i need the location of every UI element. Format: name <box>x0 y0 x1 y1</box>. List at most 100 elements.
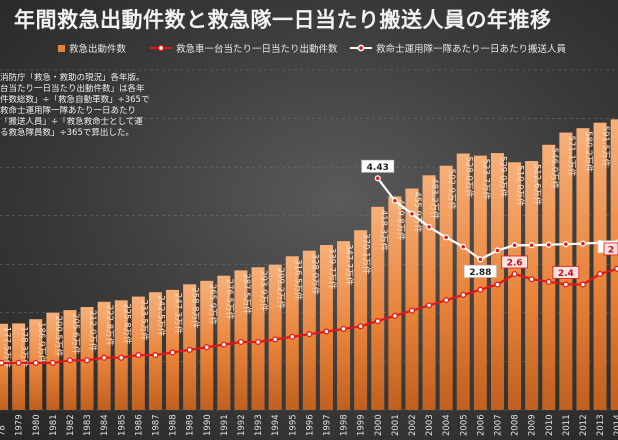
bar-value-label: 455.9万件 <box>412 192 423 234</box>
x-tick-label: 1987 <box>151 414 161 436</box>
annotation-box <box>361 159 395 173</box>
bar-value-label: 439.8万件 <box>395 199 406 241</box>
x-tick-label: 1990 <box>203 414 213 436</box>
red-line-point <box>357 323 364 330</box>
bar-value-label: 580.2万件 <box>583 131 594 173</box>
white-line-point <box>494 247 501 254</box>
red-line-point <box>579 281 586 288</box>
red-line-point <box>152 352 159 359</box>
white-line-series <box>374 175 618 263</box>
source-note: 消防庁「救急・救助の現況」各年版。 台当たり一日当たり出動件数」は各年 件数総数… <box>0 73 160 139</box>
red-line-point <box>391 312 398 319</box>
x-tick-label: 78 <box>0 425 8 436</box>
legend-item-red: 救急車一台当たり一日当たり出動件数 <box>150 41 338 55</box>
bar-value-label: 293.9万件 <box>258 270 269 312</box>
x-tick-label: 2006 <box>476 414 486 436</box>
bar <box>422 175 436 410</box>
bar-value-label: 186.9万件 <box>36 322 47 364</box>
bar-value-label: 370.1万件 <box>361 233 372 275</box>
x-tick-label: 2004 <box>442 414 452 436</box>
white-line-point <box>425 223 433 230</box>
white-line-point <box>511 242 518 249</box>
bar-value-label: 523.7万件 <box>480 159 491 201</box>
bar <box>542 144 556 411</box>
x-tick-label: 1998 <box>340 414 350 436</box>
bar <box>439 165 453 410</box>
note-line: 「搬送人員」÷「救急救命士として運 <box>0 117 143 127</box>
x-tick-label: 1985 <box>117 414 127 436</box>
white-line-point <box>477 256 484 263</box>
red-line-point <box>460 291 467 298</box>
x-tick-label: 1991 <box>220 414 230 436</box>
bar <box>525 161 539 410</box>
x-tick-label: 2001 <box>391 414 401 436</box>
bar <box>576 128 590 410</box>
bar-value-label: 418.3万件 <box>378 210 389 252</box>
red-line-point <box>443 297 450 304</box>
red-line-point <box>49 359 56 366</box>
x-tick-label: 2008 <box>511 414 521 436</box>
bar-value-label: 502.9万件 <box>446 169 457 211</box>
bar-value-label: 178.3万件 <box>19 326 30 368</box>
red-line-point <box>186 346 193 353</box>
x-tick-label: 2003 <box>425 414 435 436</box>
annotation-label: 2 <box>608 245 614 255</box>
white-line-point <box>408 210 416 217</box>
bar-value-label: 222.8万件 <box>104 305 115 347</box>
x-tick-label: 2009 <box>528 414 538 436</box>
x-tick-label: 2010 <box>545 414 555 436</box>
note-line: 台当たり一日当たり出動件数」は各年 <box>0 84 145 94</box>
white-line-point <box>391 197 398 204</box>
bar-value-label: 591.5万件 <box>600 126 611 168</box>
annotation-box <box>463 264 497 278</box>
red-line-point <box>169 349 176 356</box>
annotation-label: 2.4 <box>558 269 574 279</box>
white-line-point <box>443 234 450 241</box>
bar-value-label: 546.0万件 <box>549 148 560 190</box>
legend-item-bars: 救急出動件数 <box>58 41 126 55</box>
x-tick-label: 1997 <box>322 414 332 436</box>
x-tick-label: 1995 <box>288 414 298 436</box>
bar-value-label: 328.0万件 <box>309 254 320 296</box>
x-tick-label: 2000 <box>374 414 384 436</box>
note-line: る救急隊員数」÷365で算出した。 <box>0 128 134 138</box>
bar <box>0 323 9 410</box>
red-line-point <box>118 354 125 361</box>
red-line-point <box>614 265 618 272</box>
bar <box>371 206 385 410</box>
bar-value-label: 233.5万件 <box>138 300 149 342</box>
x-tick-label: 2014 <box>613 414 618 436</box>
red-line-point <box>15 359 22 366</box>
bar <box>12 323 26 410</box>
red-line-point <box>0 359 5 366</box>
point-annotations: 4.432.883.2.62.42 <box>361 159 618 279</box>
red-line-point <box>477 286 484 293</box>
chart-title: 年間救急出動件数と救急隊一日当たり搬送人員の年推移 <box>14 8 552 32</box>
bar-value-label: 205.6万件 <box>70 313 81 355</box>
annotation-box <box>552 266 580 279</box>
note-line: 件数総数」÷「救急自動車数」÷365で <box>0 95 150 105</box>
bar <box>405 188 419 410</box>
bar-value-label: 212.0万件 <box>87 310 98 352</box>
x-tick-label: 1981 <box>49 414 59 436</box>
x-tick-label: 1989 <box>186 414 196 436</box>
bar-value-label: 339.7万件 <box>326 248 337 290</box>
x-tick-label: 1988 <box>169 414 179 436</box>
bar-value-label: 247.3万件 <box>173 293 184 335</box>
note-line: 救命士運用隊一隊あたり一日あたり <box>0 106 137 116</box>
red-line-point <box>220 341 227 348</box>
bar-value-label: 177.5万件 <box>2 327 13 369</box>
white-line-point <box>460 243 467 250</box>
bar <box>251 267 265 410</box>
legend-item-white: 救命士運用隊一隊あたり一日あたり搬送人員 <box>350 41 566 55</box>
red-line-point <box>596 270 604 278</box>
white-line-marker-icon <box>350 44 372 52</box>
red-line-point <box>425 302 433 309</box>
bar-value-label: 200.5万件 <box>53 316 64 358</box>
red-line-point <box>272 336 279 343</box>
bar-value-label: 265.9万件 <box>207 284 218 326</box>
x-tick-label: 1984 <box>100 414 110 436</box>
x-tick-label: 1980 <box>32 414 42 436</box>
x-tick-label: 1994 <box>271 414 281 436</box>
